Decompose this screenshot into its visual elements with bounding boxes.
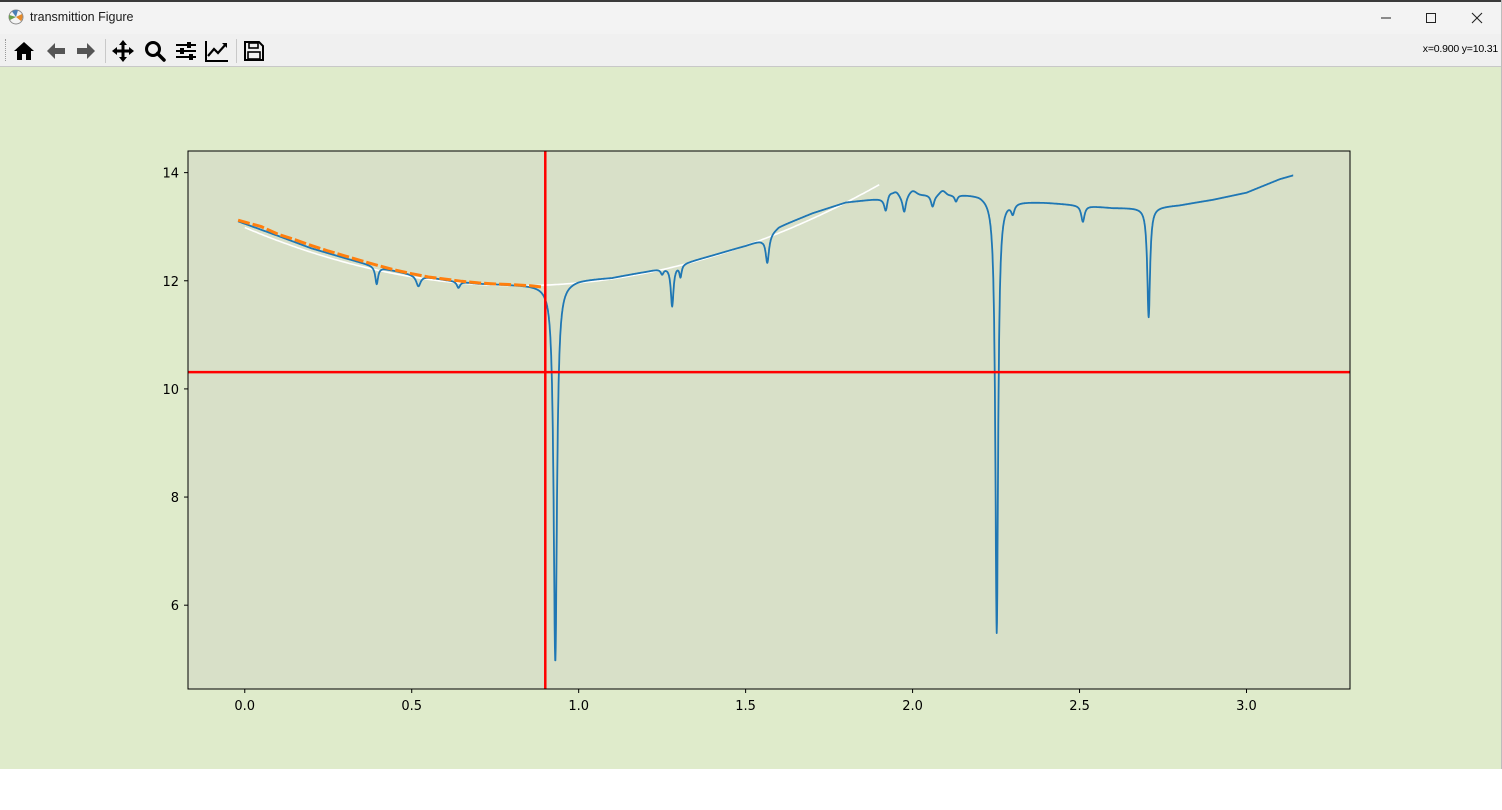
home-icon: [14, 41, 34, 60]
figure-window: transmittion Figure: [0, 0, 1502, 769]
close-icon: [1471, 12, 1483, 24]
x-tick-label: 2.0: [902, 699, 923, 714]
maximize-button[interactable]: [1408, 2, 1454, 34]
line-chart-icon: [205, 40, 228, 62]
back-button[interactable]: [42, 37, 70, 64]
x-tick-label: 0.0: [234, 699, 255, 714]
toolbar-separator: [105, 39, 106, 63]
figure-canvas[interactable]: 0.0 0.5 1.0 1.5 2.0 2.5 3.0 6 8 10 12 14: [0, 67, 1501, 768]
navigation-toolbar: x=0.900 y=10.31: [0, 34, 1501, 67]
pan-button[interactable]: [109, 37, 137, 64]
floppy-icon: [244, 40, 264, 61]
x-tick-label: 2.5: [1069, 699, 1090, 714]
x-tick-label: 1.0: [568, 699, 589, 714]
title-bar[interactable]: transmittion Figure: [0, 0, 1501, 34]
x-tick-label: 0.5: [401, 699, 422, 714]
maximize-icon: [1426, 13, 1436, 23]
home-button[interactable]: [10, 37, 38, 64]
customize-button[interactable]: [203, 37, 231, 64]
y-tick-label: 10: [162, 383, 179, 398]
fit-points-line: [237, 218, 546, 289]
y-tick-label: 6: [171, 599, 179, 614]
x-tick-label: 1.5: [735, 699, 756, 714]
axes-background: [188, 151, 1350, 689]
save-button[interactable]: [240, 37, 268, 64]
transmission-line: [237, 174, 1294, 662]
zoom-button[interactable]: [141, 37, 169, 64]
x-tick-label: 3.0: [1236, 699, 1257, 714]
y-tick-label: 14: [162, 167, 179, 182]
close-button[interactable]: [1454, 2, 1500, 34]
minimize-button[interactable]: [1363, 2, 1409, 34]
subplots-button[interactable]: [172, 37, 200, 64]
forward-button[interactable]: [72, 37, 100, 64]
sliders-icon: [176, 41, 196, 60]
toolbar-grip[interactable]: [5, 39, 9, 61]
minimize-icon: [1381, 17, 1391, 19]
magnifier-icon: [145, 40, 166, 62]
arrow-right-icon: [77, 42, 95, 59]
window-title: transmittion Figure: [30, 10, 134, 24]
matplotlib-icon: [8, 9, 24, 25]
toolbar-separator: [236, 39, 237, 63]
y-tick-label: 8: [171, 491, 179, 506]
coordinate-readout: x=0.900 y=10.31: [1422, 43, 1498, 55]
move-icon: [112, 39, 134, 62]
axes-frame: [187, 150, 1351, 690]
y-tick-label: 12: [162, 275, 179, 290]
arrow-left-icon: [47, 42, 65, 59]
